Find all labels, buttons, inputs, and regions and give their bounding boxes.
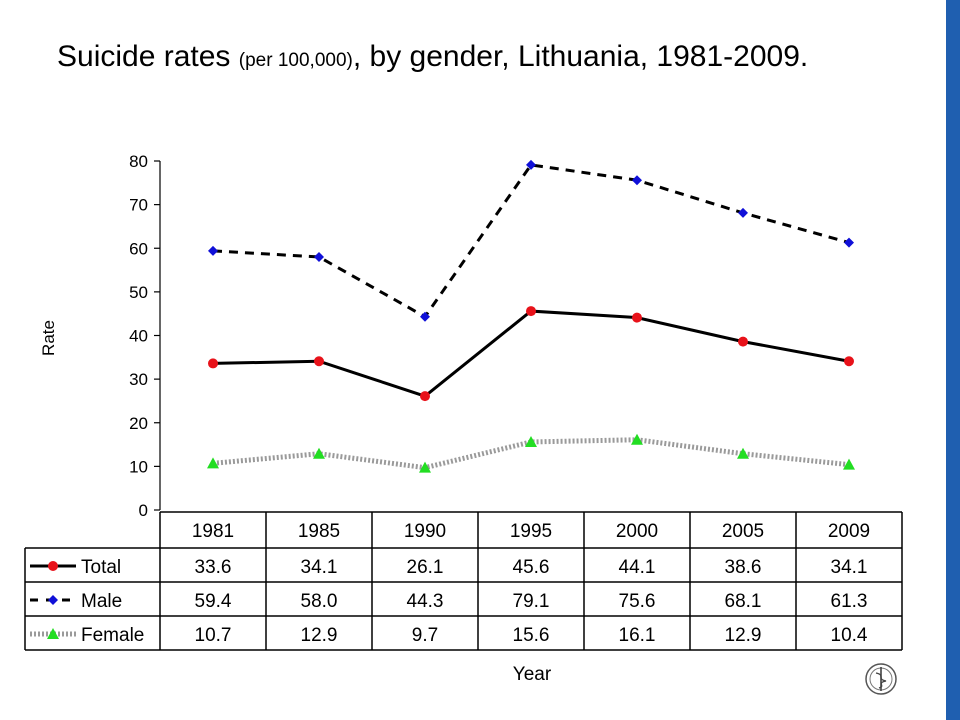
table-cell-value: 45.6 bbox=[513, 557, 550, 578]
point-total bbox=[632, 312, 642, 323]
y-tick-label: 20 bbox=[129, 414, 148, 433]
y-tick-label: 0 bbox=[139, 501, 148, 520]
legend-label-male: Male bbox=[81, 591, 122, 612]
x-category-label: 1990 bbox=[404, 521, 446, 542]
x-category-label: 2009 bbox=[828, 521, 870, 542]
series-layer bbox=[207, 159, 855, 473]
point-female bbox=[525, 435, 537, 447]
title-main-after: , by gender, Lithuania, 1981-2009. bbox=[352, 40, 809, 73]
legend-label-female: Female bbox=[81, 625, 144, 646]
point-female bbox=[313, 447, 325, 459]
table-cell-value: 9.7 bbox=[412, 625, 438, 646]
point-total bbox=[738, 336, 748, 347]
x-category-label: 1985 bbox=[298, 521, 340, 542]
table-cell-value: 34.1 bbox=[301, 557, 338, 578]
table-cell-value: 34.1 bbox=[831, 557, 868, 578]
table-cell-value: 26.1 bbox=[407, 557, 444, 578]
point-male bbox=[314, 251, 324, 262]
legend-marker-female bbox=[47, 628, 59, 639]
table-cell-value: 68.1 bbox=[725, 591, 762, 612]
series-line-total bbox=[212, 309, 850, 398]
chart-title: Suicide rates (per 100,000), by gender, … bbox=[57, 40, 808, 74]
point-female bbox=[207, 457, 219, 469]
point-total bbox=[526, 306, 536, 317]
point-male bbox=[632, 175, 642, 186]
slide-side-bar bbox=[946, 0, 960, 720]
point-male bbox=[420, 311, 430, 322]
table-cell-value: 44.1 bbox=[619, 557, 656, 578]
table-cell-value: 38.6 bbox=[725, 557, 762, 578]
who-emblem-icon bbox=[865, 663, 897, 695]
y-tick-label: 30 bbox=[129, 370, 148, 389]
table-cell-value: 44.3 bbox=[407, 591, 444, 612]
point-male bbox=[844, 237, 854, 248]
point-female bbox=[737, 447, 749, 459]
legend-marker-male bbox=[48, 595, 58, 605]
y-tick-label: 70 bbox=[129, 196, 148, 215]
title-unit: (per 100,000) bbox=[238, 50, 353, 71]
y-tick-label: 10 bbox=[129, 457, 148, 476]
y-tick-label: 80 bbox=[129, 152, 148, 171]
y-axis-label: Rate bbox=[39, 320, 58, 356]
table-cell-value: 59.4 bbox=[195, 591, 232, 612]
x-category-label: 2000 bbox=[616, 521, 658, 542]
table-cell-value: 10.4 bbox=[831, 625, 868, 646]
point-female bbox=[631, 433, 643, 445]
table-cell-value: 75.6 bbox=[619, 591, 656, 612]
point-female bbox=[419, 461, 431, 473]
table-cell-value: 79.1 bbox=[513, 591, 550, 612]
point-total bbox=[844, 356, 854, 367]
point-female bbox=[843, 458, 855, 470]
point-total bbox=[208, 358, 218, 369]
table-cell-value: 10.7 bbox=[195, 625, 232, 646]
legend-label-total: Total bbox=[81, 557, 121, 578]
x-category-label: 1981 bbox=[192, 521, 234, 542]
point-total bbox=[420, 391, 430, 402]
table-cell-value: 15.6 bbox=[513, 625, 550, 646]
x-axis-label: Year bbox=[513, 664, 552, 685]
title-main-before: Suicide rates bbox=[57, 40, 231, 73]
table-cell-value: 12.9 bbox=[301, 625, 338, 646]
y-tick-label: 50 bbox=[129, 283, 148, 302]
point-male bbox=[208, 245, 218, 256]
y-tick-label: 40 bbox=[129, 327, 148, 346]
x-category-label: 2005 bbox=[722, 521, 764, 542]
table-cell-value: 33.6 bbox=[195, 557, 232, 578]
table-cell-value: 61.3 bbox=[831, 591, 868, 612]
point-total bbox=[314, 356, 324, 367]
point-male bbox=[738, 207, 748, 218]
table-cell-value: 16.1 bbox=[619, 625, 656, 646]
y-tick-label: 60 bbox=[129, 239, 148, 258]
point-male bbox=[526, 159, 536, 170]
table-cell-value: 12.9 bbox=[725, 625, 762, 646]
table-cell-value: 58.0 bbox=[301, 591, 338, 612]
legend-marker-total bbox=[48, 561, 58, 571]
data-table: 1981 1985 1990 1995 2000 2005 2009 Total 33.6 34.… bbox=[24, 511, 903, 651]
series-line-male bbox=[212, 163, 850, 319]
x-category-label: 1995 bbox=[510, 521, 552, 542]
axes: 0 10 20 30 40 50 60 70 80 bbox=[129, 152, 161, 520]
